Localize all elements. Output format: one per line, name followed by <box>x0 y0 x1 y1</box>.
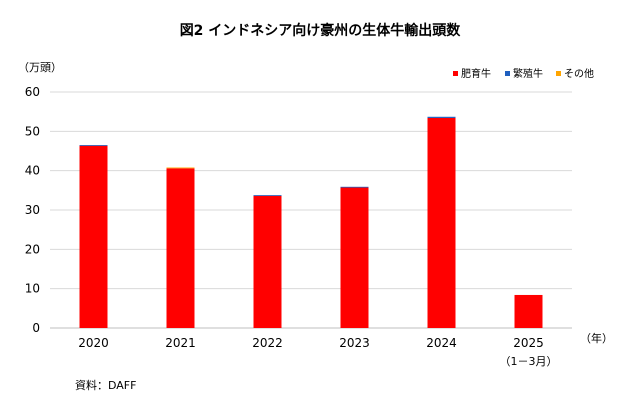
legend-label: その他 <box>564 67 594 80</box>
y-tick-label: 50 <box>25 124 40 138</box>
legend-swatch <box>505 71 510 76</box>
x-axis-unit: （年） <box>580 331 613 345</box>
bar-segment-2 <box>253 195 282 196</box>
bar-segment-1 <box>514 294 543 328</box>
source-note: 資料：DAFF <box>75 378 136 392</box>
y-tick-label: 10 <box>25 282 40 296</box>
legend-label: 肥育牛 <box>461 67 491 80</box>
bars <box>79 116 543 329</box>
legend-swatch <box>453 71 458 76</box>
gridlines <box>50 91 572 329</box>
x-tick-label: 2020 <box>78 336 109 350</box>
x-tick-label: 2025 <box>513 336 544 350</box>
x-tick-label: 2024 <box>426 336 457 350</box>
x-tick-label: 2022 <box>252 336 283 350</box>
bar-segment-1 <box>340 187 369 328</box>
x-axis-ticks: 2020 2021 2022 2023 2024 2025 （1－3月） <box>78 336 557 368</box>
x-tick-label: 2021 <box>165 336 196 350</box>
y-tick-label: 60 <box>25 85 40 99</box>
y-axis-ticks: 0 10 20 30 40 50 60 <box>25 85 40 335</box>
y-axis-unit: （万頭） <box>18 61 62 74</box>
legend-label: 繁殖牛 <box>513 67 543 80</box>
legend-swatch <box>556 71 561 76</box>
chart-title: 図2 インドネシア向け豪州の生体牛輸出頭数 <box>180 22 462 39</box>
bar-segment-2 <box>427 116 456 118</box>
y-tick-label: 40 <box>25 164 40 178</box>
y-tick-label: 0 <box>32 321 40 335</box>
y-tick-label: 20 <box>25 242 40 256</box>
x-tick-label: 2023 <box>339 336 370 350</box>
bar-segment-1 <box>166 168 195 328</box>
bar-segment-2 <box>340 186 369 188</box>
bar-segment-3 <box>166 167 195 169</box>
bar-segment-1 <box>79 145 108 328</box>
bar-segment-2 <box>79 145 108 146</box>
bar-segment-1 <box>427 117 456 329</box>
x-tick-sublabel: （1－3月） <box>500 355 558 368</box>
y-tick-label: 30 <box>25 203 40 217</box>
legend: 肥育牛 繁殖牛 その他 <box>453 67 594 80</box>
bar-segment-1 <box>253 195 282 328</box>
